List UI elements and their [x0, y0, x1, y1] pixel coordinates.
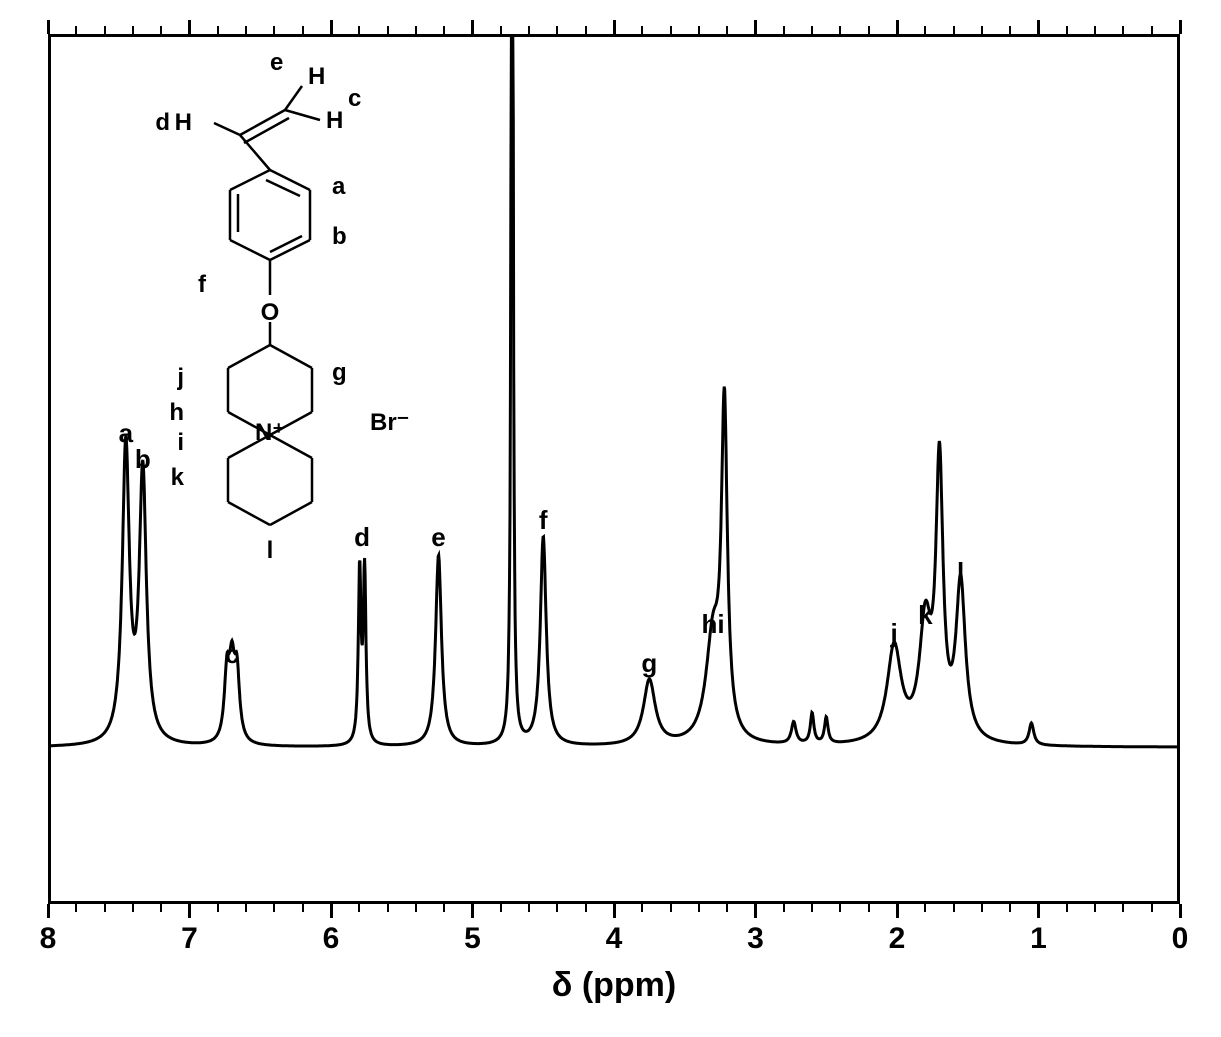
svg-text:f: f [198, 271, 207, 298]
x-tick-label: 2 [889, 922, 906, 956]
svg-text:b: b [332, 223, 347, 250]
peak-label: k [918, 600, 932, 631]
svg-text:g: g [332, 359, 347, 386]
nmr-chart: HeHdHcabfON⁺Br⁻gjhikl δ (ppm) 012345678a… [20, 20, 1201, 1017]
x-tick-label: 3 [747, 922, 764, 956]
structure-svg: HeHdHcabfON⁺Br⁻gjhikl [20, 20, 1201, 1017]
peak-label: f [539, 505, 548, 536]
svg-text:k: k [171, 464, 185, 491]
svg-text:H: H [308, 63, 325, 90]
x-tick-label: 4 [606, 922, 623, 956]
svg-text:e: e [270, 49, 283, 76]
svg-text:l: l [267, 537, 274, 564]
peak-label: j [891, 618, 898, 649]
x-tick-label: 5 [464, 922, 481, 956]
svg-text:h: h [169, 399, 184, 426]
svg-text:i: i [177, 429, 184, 456]
x-axis-title: δ (ppm) [552, 966, 676, 1005]
svg-text:O: O [261, 299, 280, 326]
peak-label: a [119, 418, 133, 449]
svg-text:j: j [176, 364, 184, 391]
svg-text:Br⁻: Br⁻ [370, 409, 409, 436]
peak-label: d [354, 522, 370, 553]
peak-label: e [431, 522, 445, 553]
svg-text:H: H [326, 107, 343, 134]
svg-text:H: H [175, 109, 192, 136]
x-tick-label: 0 [1172, 922, 1189, 956]
svg-text:c: c [348, 85, 361, 112]
x-tick-label: 7 [181, 922, 198, 956]
peak-label: b [135, 444, 151, 475]
x-tick-label: 1 [1030, 922, 1047, 956]
peak-label: c [225, 639, 239, 670]
svg-text:a: a [332, 173, 346, 200]
peak-label: g [641, 648, 657, 679]
svg-text:d: d [155, 109, 170, 136]
peak-label: l [957, 557, 964, 588]
peak-label: hi [701, 609, 724, 640]
x-tick-label: 6 [323, 922, 340, 956]
x-tick-label: 8 [40, 922, 57, 956]
